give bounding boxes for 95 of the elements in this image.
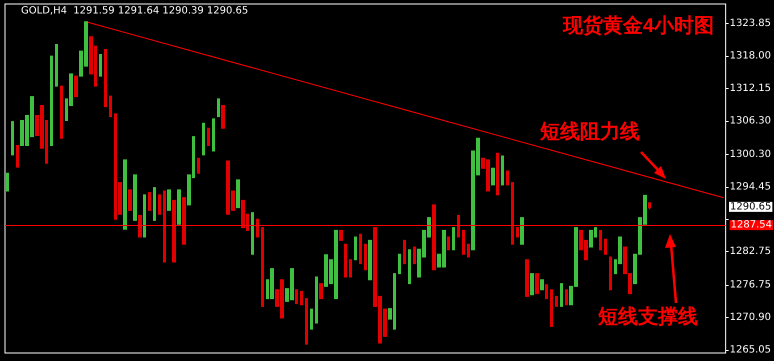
candlestick [511,182,514,245]
y-tick-label: 1270.90 [730,312,772,323]
candlestick [177,189,181,225]
candlestick [221,105,225,129]
candlestick [182,197,186,245]
candlestick [202,122,205,156]
candlestick [560,283,563,307]
candlestick [589,230,593,248]
candlestick [251,212,254,255]
candlestick [138,214,142,238]
candlestick [432,204,436,270]
candlestick [413,246,416,264]
text: 1290.65 [730,201,772,212]
candlestick [550,289,553,327]
candlestick [133,174,137,221]
candlestick [261,227,264,307]
candlestick [163,190,166,263]
candlestick [467,244,470,258]
candlestick [501,156,504,186]
candlestick [99,54,102,77]
candlestick [300,290,303,306]
y-tick-label: 1323.85 [730,18,772,30]
candlestick [339,230,343,241]
candlestick [236,179,240,208]
annotation: 短线阻力线 [539,121,640,143]
candlestick [540,279,544,290]
candlestick [172,200,176,263]
candlestick [545,284,548,300]
candlestick [408,249,411,284]
candlestick [212,118,215,152]
candlestick [158,194,161,215]
candlestick [364,244,367,270]
y-tick-label: 1276.75 [730,280,772,291]
text: 现货黄金4小时图 [562,15,714,37]
candlestick [16,144,19,168]
candlestick [60,86,63,139]
candlestick [599,230,602,250]
candlestick [447,236,450,250]
candlestick [349,259,352,278]
annotation: 短线支撑线 [597,306,698,328]
candlestick [148,192,151,211]
candlestick [491,168,495,186]
y-tick-label: 1318.00 [730,50,772,62]
candlestick [496,152,499,196]
candlestick [50,56,53,146]
candlestick [74,76,78,98]
candlestick [506,170,509,186]
y-tick-label: 1306.30 [730,116,772,127]
candlestick [535,273,539,294]
candlestick [295,289,298,304]
y-tick-label: 1282.75 [730,246,772,258]
candlestick [359,234,362,264]
candlestick [516,227,519,238]
candlestick [344,244,347,278]
candlestick [398,254,401,274]
candlestick [368,240,372,280]
candlestick [452,227,455,250]
candlestick [319,283,323,300]
candlestick [128,189,132,211]
candlestick [109,96,112,118]
candlestick [270,268,274,300]
y-tick-label: 1265.05 [730,344,772,356]
candlestick [648,202,651,210]
candlestick [354,236,357,260]
candlestick [609,256,612,290]
candlestick [241,200,245,228]
candlestick [143,194,146,238]
candlestick [167,189,171,211]
chart-subtitle: GOLD,H4 1291.59 1291.64 1290.39 1290.65 [21,6,248,16]
candlestick [530,273,534,296]
candlestick [153,187,156,221]
candlestick [310,308,313,330]
candlestick [11,121,14,156]
candlestick [55,44,58,87]
candlestick [565,289,568,306]
candlestick [207,128,210,146]
candlestick [217,98,220,118]
candlestick [104,49,107,108]
candlestick [256,218,259,238]
candlestick [305,298,308,345]
candlestick [604,238,607,255]
candlestick [315,276,318,324]
candlestick [123,159,127,230]
candlestick [6,172,9,192]
y-tick-label: 1300.30 [730,148,772,160]
candlestick [520,217,524,245]
y-tick-label: 1312.15 [730,83,772,94]
ref-line-label: 1287.54 [730,220,772,231]
candlestick [403,240,406,264]
candlestick [462,230,465,255]
candlestick [197,158,200,174]
candlestick [525,259,529,297]
candlestick [457,214,460,238]
candlestick [555,296,558,307]
y-tick-label: 1294.45 [730,181,772,192]
